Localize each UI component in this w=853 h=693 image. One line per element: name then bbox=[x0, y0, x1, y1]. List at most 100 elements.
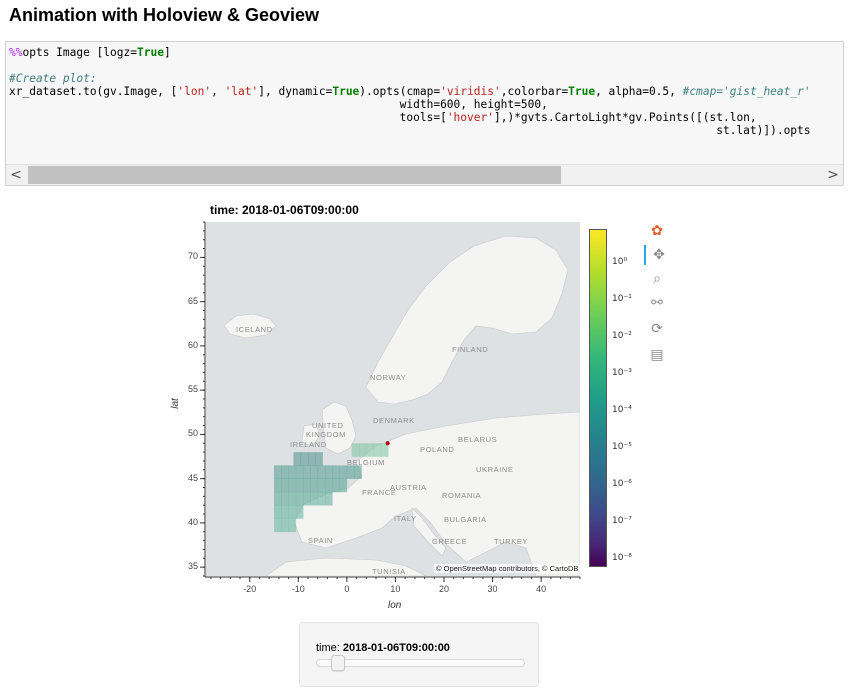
label-romania: ROMANIA bbox=[442, 491, 481, 500]
label-ukraine: UKRAINE bbox=[476, 465, 514, 474]
y-tick-label: 60 bbox=[187, 339, 198, 350]
map-plot-area[interactable]: ICELAND FINLAND NORWAY UNITED KINGDOM IR… bbox=[206, 222, 580, 576]
heatmap-cell bbox=[281, 491, 289, 506]
land-masses bbox=[223, 235, 580, 576]
british-isles-land bbox=[301, 401, 357, 455]
heatmap-cell bbox=[288, 518, 297, 533]
label-united: UNITED bbox=[312, 421, 344, 430]
label-greece: GREECE bbox=[432, 537, 467, 546]
colorbar-tick-label: 10⁻³ bbox=[612, 368, 632, 378]
map-canvas: ICELAND FINLAND NORWAY UNITED KINGDOM IR… bbox=[223, 235, 580, 576]
hover-icon[interactable]: ▤ bbox=[650, 347, 664, 363]
x-tick-label: 10 bbox=[390, 584, 401, 594]
horizontal-scrollbar[interactable]: < > bbox=[6, 164, 843, 185]
code-text: %%opts Image [logz=True] #Create plot: x… bbox=[9, 46, 843, 137]
time-label-prefix: time: bbox=[316, 642, 343, 654]
heatmap-cell bbox=[281, 478, 289, 493]
colorbar-tick-label: 10⁻⁸ bbox=[612, 553, 632, 563]
label-turkey: TURKEY bbox=[494, 537, 528, 546]
label-belarus: BELARUS bbox=[458, 435, 497, 444]
heatmap-cell bbox=[303, 465, 311, 479]
x-axis-label: lon bbox=[388, 600, 402, 611]
code-line-4: xr_dataset.to(gv.Image, ['lon', 'lat'], … bbox=[9, 85, 811, 98]
station-point-marker[interactable] bbox=[385, 441, 390, 446]
heatmap-cell bbox=[274, 465, 282, 479]
label-denmark: DENMARK bbox=[373, 416, 415, 425]
iceland-land bbox=[223, 313, 277, 339]
label-belgium: BELGIUM bbox=[347, 458, 385, 467]
label-bulgaria: BULGARIA bbox=[444, 515, 487, 524]
heatmap-cell bbox=[288, 478, 297, 493]
heatmap-cell bbox=[300, 452, 309, 466]
heatmap-cell bbox=[274, 518, 282, 533]
y-tick-label: 40 bbox=[187, 516, 198, 527]
time-slider-widget: time: 2018-01-06T09:00:00 bbox=[299, 622, 539, 687]
heatmap-cell bbox=[303, 491, 311, 506]
scroll-right-button[interactable]: > bbox=[827, 167, 839, 183]
time-slider-label: time: 2018-01-06T09:00:00 bbox=[316, 642, 450, 654]
label-poland: POLAND bbox=[420, 445, 454, 454]
heatmap-cell bbox=[295, 478, 304, 493]
heatmap-cell bbox=[288, 465, 297, 479]
heatmap-cell bbox=[303, 478, 311, 493]
heatmap-cell bbox=[281, 505, 289, 519]
heatmap-cell bbox=[288, 505, 297, 519]
colorbar-tick-label: 10⁻⁷ bbox=[612, 516, 632, 526]
heatmap-cell bbox=[317, 478, 326, 493]
heatmap-cell bbox=[332, 478, 340, 493]
heatmap-cell bbox=[281, 465, 289, 479]
bokeh-logo-icon[interactable]: ✿ bbox=[651, 223, 663, 239]
label-italy: ITALY bbox=[394, 514, 417, 523]
box-zoom-icon[interactable]: ⌕ bbox=[653, 271, 661, 287]
heatmap-cell bbox=[310, 478, 319, 493]
heatmap-cell bbox=[274, 505, 282, 519]
heatmap-cell bbox=[366, 443, 374, 457]
code-editor[interactable]: %%opts Image [logz=True] #Create plot: x… bbox=[9, 46, 843, 161]
label-finland: FINLAND bbox=[452, 345, 488, 354]
heatmap-cell bbox=[274, 478, 282, 493]
label-spain: SPAIN bbox=[308, 536, 333, 545]
reset-icon[interactable]: ⟳ bbox=[651, 321, 663, 337]
map-attribution[interactable]: © OpenStreetMap contributors, © CartoDB bbox=[434, 564, 581, 573]
scandinavia-land bbox=[365, 235, 569, 405]
heatmap-cell bbox=[325, 491, 333, 506]
colorbar-tick-label: 10⁰ bbox=[612, 257, 628, 267]
y-tick-label: 55 bbox=[187, 384, 198, 395]
code-line-3: #Create plot: bbox=[9, 72, 97, 85]
heatmap-cell bbox=[293, 452, 302, 466]
x-tick-label: -10 bbox=[291, 584, 305, 594]
country-labels: ICELAND FINLAND NORWAY UNITED KINGDOM IR… bbox=[236, 325, 528, 576]
heatmap-cell bbox=[351, 443, 360, 457]
scroll-left-button[interactable]: < bbox=[10, 167, 22, 183]
time-slider-handle[interactable] bbox=[330, 655, 345, 671]
label-norway: NORWAY bbox=[370, 373, 406, 382]
x-tick-label: 20 bbox=[438, 584, 449, 594]
code-cell[interactable]: %%opts Image [logz=True] #Create plot: x… bbox=[5, 41, 844, 186]
label-austria: AUSTRIA bbox=[390, 483, 427, 492]
y-tick-label: 65 bbox=[187, 295, 198, 306]
heatmap-cells bbox=[274, 443, 389, 533]
code-line-7: st.lat)]).opts bbox=[9, 124, 811, 137]
heatmap-cell bbox=[339, 465, 348, 479]
heatmap-cell bbox=[295, 465, 304, 479]
heatmap-cell bbox=[317, 491, 326, 506]
colorbar-tick-label: 10⁻⁵ bbox=[612, 442, 632, 452]
scrollbar-thumb[interactable] bbox=[28, 166, 561, 184]
label-iceland: ICELAND bbox=[236, 325, 273, 334]
heatmap-cell bbox=[288, 491, 297, 506]
y-tick-label: 45 bbox=[187, 472, 198, 483]
time-slider-track[interactable] bbox=[316, 659, 525, 667]
colorbar bbox=[589, 229, 607, 567]
pan-icon[interactable]: ✥ bbox=[644, 245, 672, 265]
heatmap-cell bbox=[346, 465, 355, 479]
wheel-zoom-icon[interactable]: ⚯ bbox=[651, 295, 663, 311]
heatmap-cell bbox=[315, 452, 323, 466]
colorbar-tick-label: 10⁻¹ bbox=[612, 294, 632, 304]
y-tick-label: 70 bbox=[187, 251, 198, 262]
heatmap-cell bbox=[339, 478, 348, 493]
label-kingdom: KINGDOM bbox=[306, 430, 346, 439]
x-tick-label: 40 bbox=[536, 584, 547, 594]
heatmap-cell bbox=[308, 452, 316, 466]
x-tick-label: 30 bbox=[487, 584, 498, 594]
